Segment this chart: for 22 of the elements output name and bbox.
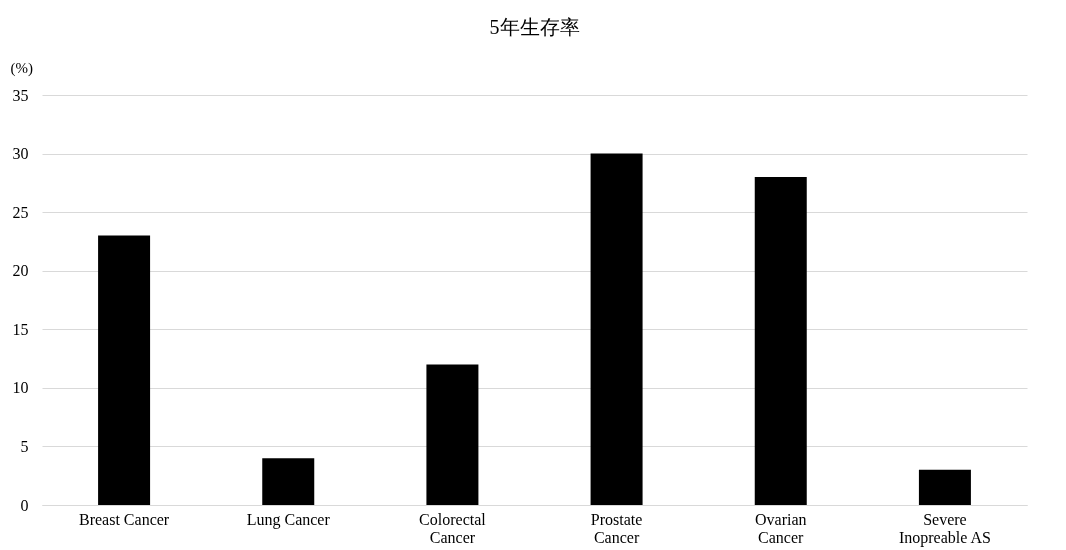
x-tick-label: Colorectal Cancer [419,510,487,546]
bar [426,364,479,505]
y-tick-label: 35 [12,86,29,104]
y-axis-title: (%) [10,59,33,77]
x-tick-label: Severe Inopreable AS [898,510,991,547]
y-tick-label: 0 [20,496,29,514]
bar [754,177,807,505]
bar [98,235,151,505]
y-tick-label: 30 [12,145,29,163]
bar [590,153,643,505]
bar [918,469,971,505]
bar [262,458,315,505]
x-tick-label: Ovarian Cancer [754,510,807,546]
x-tick-label: Breast Cancer [78,510,170,528]
x-tick-label: Prostate Cancer [590,510,643,546]
chart-title: 5年生存率 [489,16,580,38]
y-tick-label: 15 [12,320,29,338]
y-tick-label: 5 [20,437,29,455]
y-tick-label: 25 [12,203,29,221]
y-tick-label: 10 [12,379,29,397]
x-tick-label: Lung Cancer [246,510,331,529]
y-tick-label: 20 [12,262,29,280]
